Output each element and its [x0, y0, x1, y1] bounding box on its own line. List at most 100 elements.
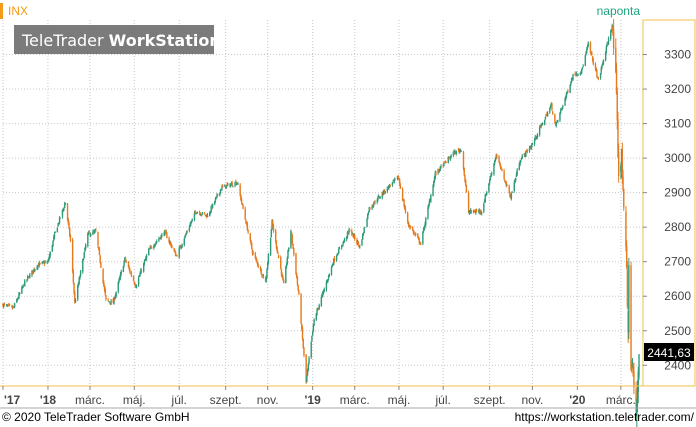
- candle-body: [47, 258, 50, 262]
- candle: [235, 181, 238, 186]
- candle: [535, 135, 537, 140]
- candle-body: [272, 225, 275, 232]
- candle: [276, 246, 278, 253]
- candle: [113, 296, 115, 305]
- candle-body: [236, 182, 238, 184]
- candle: [215, 196, 217, 200]
- candle-body: [486, 191, 488, 195]
- candle: [463, 167, 465, 177]
- candle: [68, 221, 70, 230]
- candle-body: [133, 281, 135, 284]
- candle: [32, 270, 34, 275]
- candle-body: [483, 201, 486, 203]
- candle: [168, 236, 170, 244]
- candle-body: [327, 279, 329, 282]
- candle-body: [366, 218, 368, 227]
- candle: [443, 161, 446, 163]
- candle-body: [352, 233, 354, 238]
- candle-body: [550, 103, 552, 107]
- candle: [74, 290, 76, 304]
- candle-body: [191, 218, 193, 221]
- candle-body: [310, 341, 312, 358]
- candle: [591, 51, 593, 56]
- candle-body: [357, 241, 360, 245]
- candle-body: [23, 284, 25, 286]
- candle: [236, 182, 238, 185]
- candle-body: [332, 264, 334, 266]
- candle: [413, 230, 415, 234]
- candle: [423, 225, 426, 232]
- x-tick-label: júl.: [171, 393, 187, 407]
- candle-body: [272, 220, 274, 227]
- candle: [464, 174, 466, 183]
- candle-body: [353, 235, 355, 237]
- candle-body: [529, 147, 531, 149]
- candle-body: [374, 201, 376, 203]
- candle: [572, 73, 574, 81]
- candle: [462, 150, 465, 171]
- candle-body: [429, 200, 431, 202]
- candle-body: [261, 275, 264, 276]
- candle-body: [214, 198, 217, 201]
- candle-body: [473, 211, 476, 213]
- candle-body: [159, 237, 162, 239]
- candle: [140, 268, 143, 274]
- candle-body: [164, 230, 166, 236]
- candle: [514, 178, 516, 184]
- candle: [216, 193, 219, 197]
- candle-body: [600, 67, 602, 72]
- candle: [499, 163, 502, 170]
- candle: [530, 145, 532, 150]
- candle-body: [625, 246, 628, 268]
- candle: [544, 116, 547, 120]
- candle: [165, 229, 167, 234]
- candle: [470, 209, 473, 214]
- candle-body: [450, 155, 452, 157]
- candle-body: [3, 304, 6, 305]
- candle-body: [203, 212, 206, 214]
- candle-body: [621, 149, 624, 175]
- candle-body: [82, 259, 84, 272]
- candle: [474, 210, 476, 213]
- candle-body: [372, 203, 375, 207]
- candle-body: [321, 294, 323, 297]
- candle-body: [232, 185, 234, 187]
- candle-body: [281, 274, 283, 276]
- candle-body: [113, 298, 115, 304]
- candle: [392, 179, 394, 184]
- candle-body: [363, 228, 365, 233]
- candle: [458, 148, 460, 154]
- candle: [184, 235, 186, 239]
- candle-body: [546, 112, 549, 117]
- candle: [285, 265, 287, 284]
- candle-body: [109, 303, 112, 304]
- candle: [472, 209, 475, 214]
- candle-body: [107, 299, 109, 301]
- candle: [445, 161, 447, 164]
- candle-body: [457, 149, 460, 151]
- candle-body: [427, 204, 430, 208]
- candle: [209, 210, 212, 215]
- candle-body: [571, 79, 573, 80]
- candle: [468, 209, 471, 216]
- candle: [138, 274, 141, 277]
- candle-body: [632, 363, 634, 377]
- source-url-link[interactable]: https://workstation.teletrader.com/: [515, 410, 695, 424]
- candle-body: [475, 211, 477, 213]
- candle: [13, 305, 15, 308]
- candle-body: [631, 362, 634, 368]
- candle: [499, 161, 501, 166]
- candle: [508, 184, 510, 194]
- candle-body: [490, 174, 492, 178]
- candle-body: [84, 245, 87, 249]
- candle-body: [347, 232, 349, 233]
- candle-body: [424, 223, 426, 227]
- candle: [150, 246, 153, 250]
- candle-body: [331, 265, 333, 267]
- candle: [2, 303, 4, 308]
- candle-body: [206, 215, 208, 218]
- candle: [37, 262, 40, 267]
- candle-body: [478, 209, 481, 212]
- candle-body: [514, 179, 516, 184]
- candle-body: [24, 280, 26, 287]
